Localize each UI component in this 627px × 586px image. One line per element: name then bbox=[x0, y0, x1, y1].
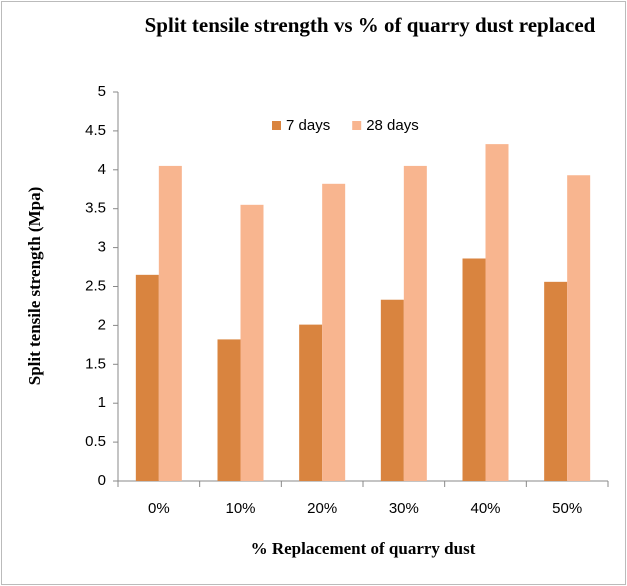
y-tick-label: 2 bbox=[98, 316, 106, 333]
y-tick-label: 0 bbox=[98, 472, 106, 489]
x-tick-label: 20% bbox=[307, 500, 337, 517]
bar bbox=[380, 299, 404, 481]
bar bbox=[322, 183, 346, 481]
bar bbox=[240, 204, 264, 481]
bar bbox=[567, 175, 591, 481]
x-tick-label: 30% bbox=[389, 500, 419, 517]
bar bbox=[158, 165, 182, 481]
y-tick-label: 5 bbox=[98, 83, 106, 100]
bar bbox=[403, 165, 427, 481]
bar bbox=[485, 144, 509, 481]
x-tick-label: 50% bbox=[552, 500, 582, 517]
bar bbox=[217, 339, 241, 481]
y-tick-label: 0.5 bbox=[85, 433, 106, 450]
bar bbox=[462, 258, 486, 481]
y-tick-label: 2.5 bbox=[85, 277, 106, 294]
y-tick-label: 3 bbox=[98, 239, 106, 256]
legend-label: 28 days bbox=[366, 117, 419, 134]
bar bbox=[544, 281, 568, 481]
y-axis-label: Split tensile strength (Mpa) bbox=[25, 187, 44, 386]
y-tick-label: 1 bbox=[98, 394, 106, 411]
y-tick-label: 4.5 bbox=[85, 122, 106, 139]
y-tick-label: 4 bbox=[98, 161, 106, 178]
y-tick-label: 3.5 bbox=[85, 200, 106, 217]
bar bbox=[299, 324, 323, 481]
bar bbox=[135, 274, 159, 481]
x-axis-label: % Replacement of quarry dust bbox=[251, 539, 476, 558]
y-tick-label: 1.5 bbox=[85, 355, 106, 372]
chart-title: Split tensile strength vs % of quarry du… bbox=[144, 13, 596, 37]
x-tick-label: 40% bbox=[470, 500, 500, 517]
x-tick-label: 0% bbox=[148, 500, 170, 517]
legend-swatch bbox=[352, 121, 362, 130]
x-tick-label: 10% bbox=[225, 500, 255, 517]
legend-swatch bbox=[272, 121, 281, 130]
legend-label: 7 days bbox=[286, 117, 330, 134]
